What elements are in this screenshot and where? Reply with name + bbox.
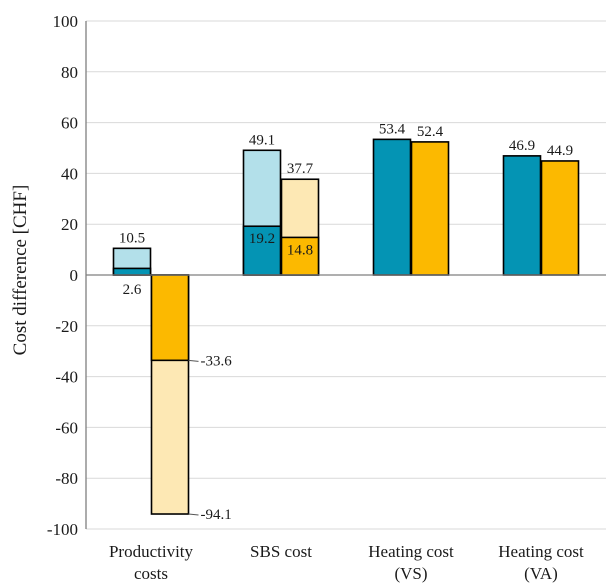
y-tick-label: 100 [53,12,79,31]
data-label: 14.8 [287,242,313,258]
y-tick-label: -60 [55,418,78,437]
bar [502,155,542,276]
y-tick-label: -80 [55,469,78,488]
leader-line [188,359,199,362]
category-label: (VS) [394,564,427,583]
data-label: 37.7 [287,161,314,177]
category-label: (VA) [524,564,558,583]
category-label: costs [134,564,168,583]
y-tick-label: 0 [70,266,79,285]
bar [410,141,450,276]
data-label: -94.1 [201,507,232,523]
bar [540,160,580,276]
y-tick-label: -100 [47,520,78,539]
data-label: 2.6 [123,282,142,298]
data-label: 46.9 [509,138,535,154]
axes [85,21,606,529]
bar-segment [112,267,152,276]
y-tick-label: 80 [61,63,78,82]
y-tick-label: 40 [61,164,78,183]
y-tick-label: 60 [61,114,78,133]
bar-segment [150,274,190,362]
leader-line [188,513,199,516]
category-label: Heating cost [498,542,584,561]
bar-segment [242,225,282,276]
bars [112,138,580,515]
data-label: -33.6 [201,353,233,369]
labels: 100 80 60 40 20 0 -20 -40 -60 -80 -100 10.5 2.6 -94.1… [47,12,584,583]
data-label: 53.4 [379,121,406,137]
y-tick-label: -20 [55,317,78,336]
y-axis-title: Cost difference [CHF] [10,185,31,356]
category-label: Heating cost [368,542,454,561]
data-label: 52.4 [417,124,444,140]
category-label: SBS cost [250,542,312,561]
bar [372,138,412,276]
data-label: 10.5 [119,230,145,246]
y-tick-label: 20 [61,215,78,234]
data-label: 44.9 [547,143,573,159]
data-label: 19.2 [249,231,275,247]
category-label: Productivity [109,542,194,561]
data-label: 49.1 [249,132,275,148]
y-tick-label: -40 [55,368,78,387]
bar-segment [280,236,320,276]
